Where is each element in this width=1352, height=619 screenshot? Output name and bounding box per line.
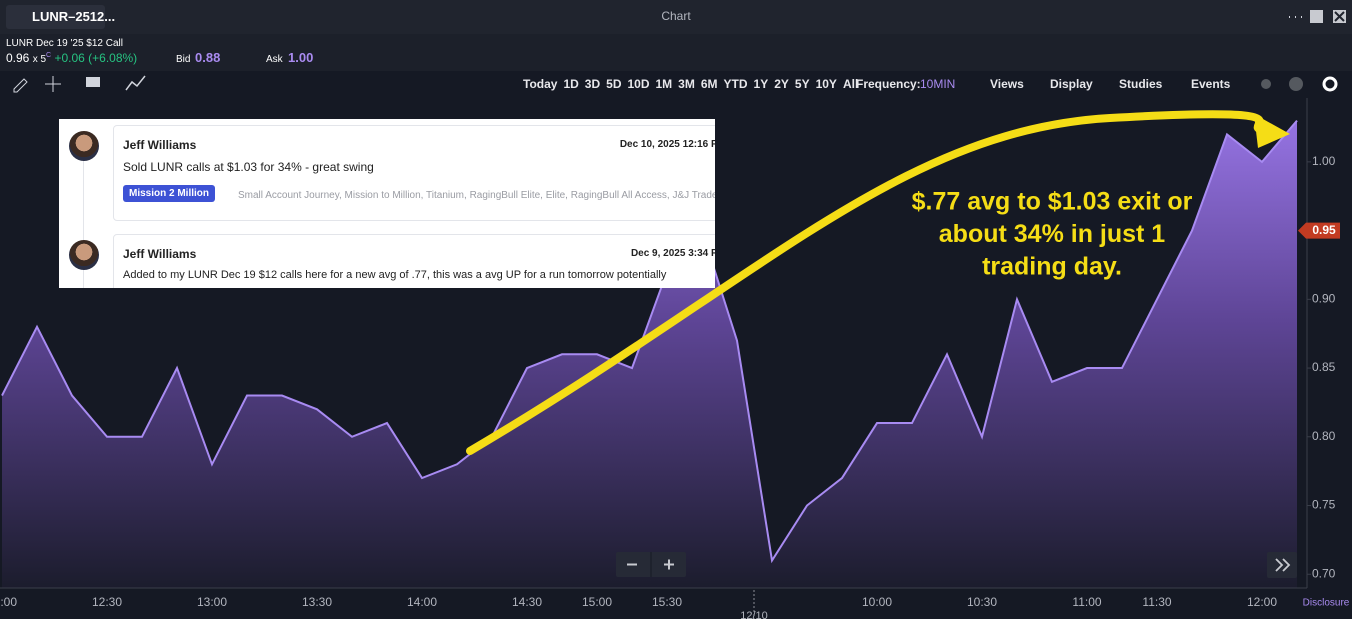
frequency[interactable]: 10MIN	[920, 77, 956, 91]
annotation-line: $.77 avg to $1.03 exit or	[912, 188, 1193, 216]
title-bar	[0, 0, 1352, 34]
trend-icon[interactable]	[125, 75, 146, 91]
range-button[interactable]: 1D	[563, 77, 579, 91]
window-title: Chart	[661, 9, 691, 23]
range-button[interactable]: 1M	[655, 77, 673, 91]
range-button[interactable]: 3D	[584, 77, 601, 91]
post-text: Sold LUNR calls at $1.03 for 34% - great…	[123, 160, 374, 174]
note-icon[interactable]	[86, 77, 100, 87]
range-button[interactable]: YTD	[723, 77, 748, 91]
last-price: 0.96 x 5C +0.06 (+6.08%)	[6, 51, 137, 65]
range-button[interactable]: 5D	[606, 77, 622, 91]
arrow-head	[1254, 114, 1290, 148]
annotation-line: about 34% in just 1	[939, 220, 1166, 248]
x-tick-label: 12:00	[1247, 595, 1277, 609]
y-tick-label: 0.85	[1312, 360, 1336, 374]
zoom-in[interactable]	[664, 559, 674, 570]
post-author: Jeff Williams	[123, 247, 197, 261]
close-x	[1334, 11, 1345, 22]
disclosure-link[interactable]: Disclosure	[1303, 598, 1350, 609]
range-button[interactable]: 2Y	[774, 77, 789, 91]
event-icon[interactable]	[1289, 77, 1303, 91]
x-tick-label: 14:00	[407, 595, 437, 609]
y-tick-label: 0.90	[1312, 291, 1336, 305]
post: Jeff Williams Dec 9, 2025 3:34 PM Added …	[113, 234, 715, 288]
ask: 1.00	[288, 50, 314, 65]
post-time: Dec 10, 2025 12:16 PM	[619, 139, 715, 150]
day-marker: 12/10	[740, 610, 768, 619]
x-tick-label: 10:00	[862, 595, 892, 609]
size: x 5	[32, 54, 47, 65]
post-author: Jeff Williams	[123, 138, 197, 152]
range-button[interactable]: Today	[523, 77, 558, 91]
search-text[interactable]: LUNR–2512...	[32, 9, 116, 24]
post-channels: Small Account Journey, Mission to Millio…	[238, 190, 715, 201]
views-menu[interactable]: Views	[990, 77, 1024, 91]
last-price-label: 0.95	[1312, 223, 1336, 237]
bid-label: Bid	[176, 54, 191, 65]
range-button[interactable]: 6M	[700, 77, 718, 91]
x-tick-label: 15:00	[582, 595, 612, 609]
display-menu[interactable]: Display	[1050, 77, 1093, 91]
post-time: Dec 9, 2025 3:34 PM	[630, 248, 715, 259]
draw-icon[interactable]	[13, 78, 28, 93]
maximize-icon[interactable]	[1310, 10, 1323, 23]
ask-label: Ask	[266, 54, 283, 65]
post-text: Added to my LUNR Dec 19 $12 calls here f…	[123, 269, 667, 281]
y-tick-label: 1.00	[1312, 154, 1336, 168]
events-menu[interactable]: Events	[1191, 77, 1231, 91]
post-tag[interactable]: Mission 2 Million	[123, 185, 216, 202]
share-icon[interactable]	[1261, 79, 1271, 89]
annotation-line: trading day.	[982, 253, 1122, 281]
x-tick-label: 11:30	[1142, 595, 1171, 609]
last-price-tag	[1298, 222, 1340, 239]
x-tick-label: 12:00	[0, 595, 17, 609]
x-tick-label: 14:30	[512, 595, 542, 609]
scroll-icon	[1275, 558, 1291, 572]
range-button[interactable]: 3M	[678, 77, 695, 91]
search-box[interactable]	[6, 5, 105, 29]
avatar	[69, 131, 99, 161]
area-fill	[2, 120, 1297, 588]
y-tick-label: 0.70	[1312, 566, 1336, 580]
settings-icon[interactable]	[1322, 76, 1338, 92]
avatar	[69, 240, 99, 270]
frequency-label: Frequency:	[856, 77, 921, 91]
size-sup: C	[46, 52, 52, 59]
x-tick-label: 11:00	[1072, 595, 1101, 609]
range-button[interactable]: All	[842, 77, 859, 91]
bid: 0.88	[195, 50, 221, 65]
x-tick-label: 12:30	[92, 595, 122, 609]
contract-name: LUNR Dec 19 '25 $12 Call	[6, 38, 123, 49]
range-selector: Today 1D 3D 5D 10D 1M 3M 6M YTD 1Y 2Y 5Y 10Y All	[523, 77, 858, 91]
crosshair-icon[interactable]	[45, 76, 61, 92]
range-button[interactable]: 1Y	[753, 77, 769, 91]
studies-menu[interactable]: Studies	[1119, 77, 1163, 91]
x-tick-label: 10:30	[967, 595, 997, 609]
y-tick-label: 0.75	[1312, 498, 1336, 512]
range-button[interactable]: 5Y	[794, 77, 810, 91]
posts-panel: Jeff Williams Dec 10, 2025 12:16 PM Sold…	[59, 119, 715, 288]
timeline	[83, 159, 84, 288]
change: +0.06 (+6.08%)	[54, 51, 138, 65]
x-tick-label: 13:30	[302, 595, 332, 609]
post: Jeff Williams Dec 10, 2025 12:16 PM Sold…	[113, 125, 715, 221]
x-tick-label: 15:30	[652, 595, 682, 609]
last: 0.96	[6, 51, 30, 65]
x-tick-label: 13:00	[197, 595, 227, 609]
price-line	[1, 119, 1298, 564]
y-tick-label: 0.80	[1312, 429, 1336, 443]
range-button[interactable]: 10D	[627, 77, 650, 91]
range-button[interactable]: 10Y	[815, 77, 837, 91]
quote-bar	[0, 34, 1352, 71]
